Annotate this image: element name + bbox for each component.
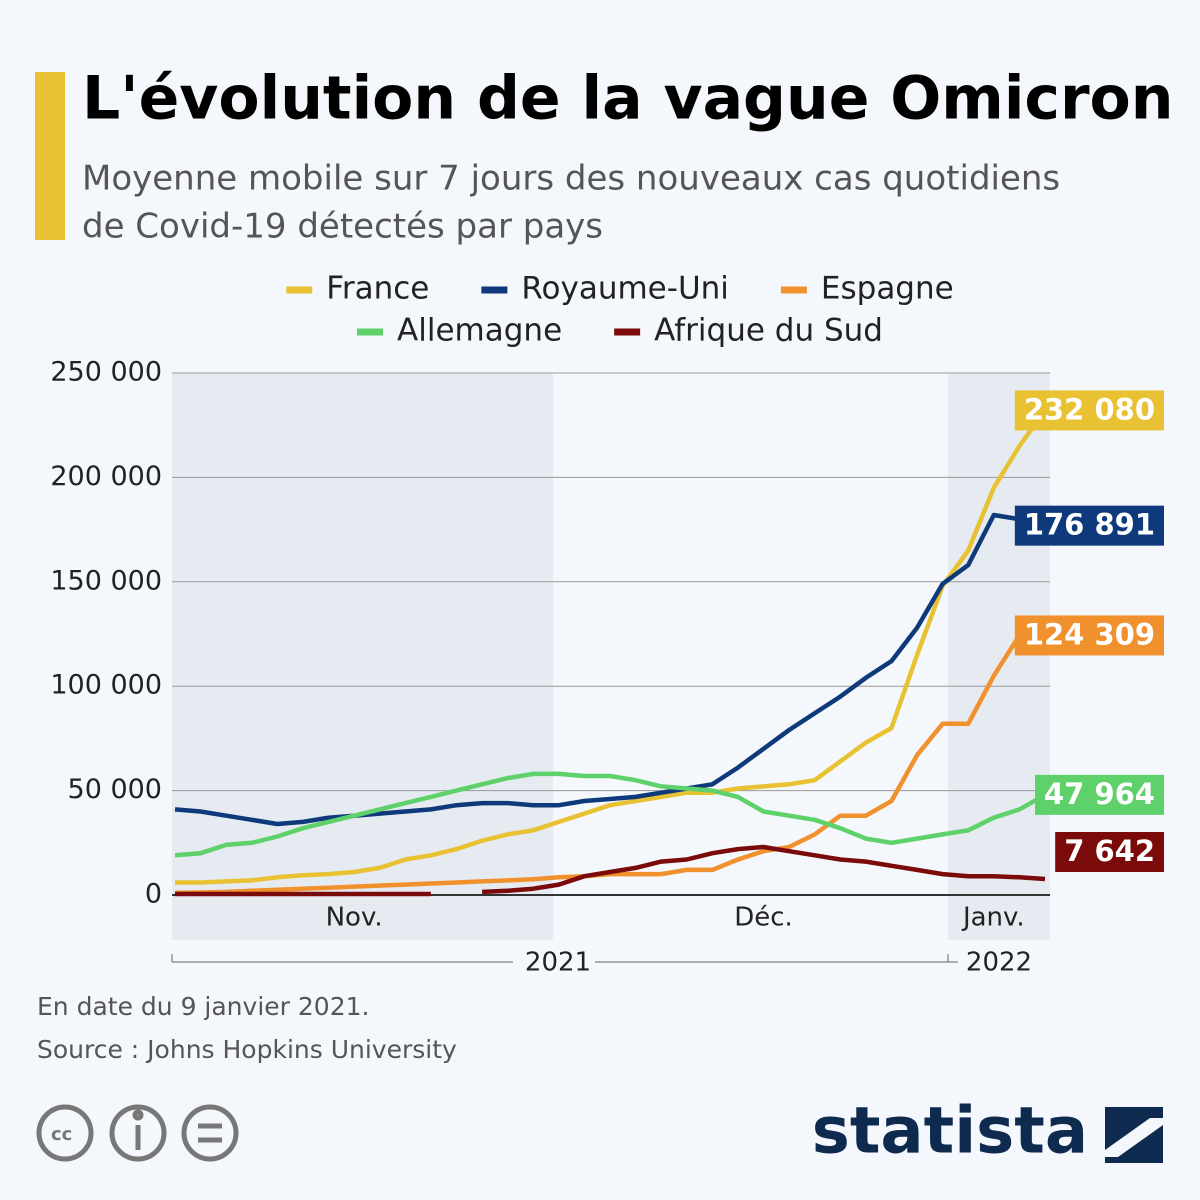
value-label: 7 642 — [1064, 834, 1155, 868]
series-line — [174, 512, 1046, 827]
value-label-box — [1055, 832, 1164, 872]
source: Source : Johns Hopkins University — [37, 1035, 457, 1064]
value-label-box — [1035, 774, 1164, 815]
x-tick-label: Déc. — [734, 903, 793, 933]
subtitle: Moyenne mobile sur 7 jours des nouveaux … — [82, 159, 1060, 199]
series-line — [482, 844, 1046, 895]
x-tick-label: Janv. — [961, 903, 1025, 933]
legend-label: Espagne — [821, 271, 954, 307]
legend-row: France Royaume-Uni Espagne — [286, 271, 954, 307]
series-line — [174, 771, 1047, 858]
year-label-bg — [958, 945, 1040, 979]
subtitle: de Covid-19 détectés par pays — [82, 207, 603, 247]
y-tick-label: 250 000 — [50, 357, 162, 388]
year-label: 2022 — [966, 948, 1032, 978]
value-label: 124 309 — [1024, 617, 1155, 651]
license-icons — [36, 1104, 239, 1162]
y-tick-label: 200 000 — [50, 461, 162, 492]
y-tick-label: 150 000 — [50, 565, 162, 596]
legend-row: Allemagne Afrique du Sud — [357, 313, 883, 349]
value-label-box — [1014, 615, 1164, 656]
y-tick-label: 0 — [145, 879, 162, 910]
brand: statista — [812, 1095, 1088, 1169]
month-band — [948, 373, 1050, 940]
note: En date du 9 janvier 2021. — [37, 992, 369, 1021]
legend-label: Allemagne — [397, 313, 562, 349]
value-label: 176 891 — [1024, 508, 1155, 542]
value-label: 47 964 — [1044, 777, 1155, 811]
series-line — [175, 409, 1047, 885]
title-bar — [35, 72, 65, 240]
value-label: 232 080 — [1024, 392, 1155, 426]
year-label-bg — [513, 945, 595, 979]
x-tick-label: Nov. — [326, 903, 383, 933]
y-tick-label: 100 000 — [50, 670, 162, 701]
value-label-box — [1014, 390, 1164, 431]
legend-label: Afrique du Sud — [654, 313, 883, 349]
cc-icon: cc — [51, 1124, 72, 1145]
brand-logo — [1105, 1107, 1163, 1163]
legend-label: Royaume-Uni — [521, 271, 729, 307]
year-label: 2021 — [525, 948, 591, 978]
legend-label: France — [326, 271, 429, 307]
value-label-box — [1014, 505, 1164, 546]
y-tick-label: 50 000 — [68, 774, 162, 805]
chart-title: L'évolution de la vague Omicron — [82, 64, 1173, 134]
month-band — [172, 373, 553, 940]
